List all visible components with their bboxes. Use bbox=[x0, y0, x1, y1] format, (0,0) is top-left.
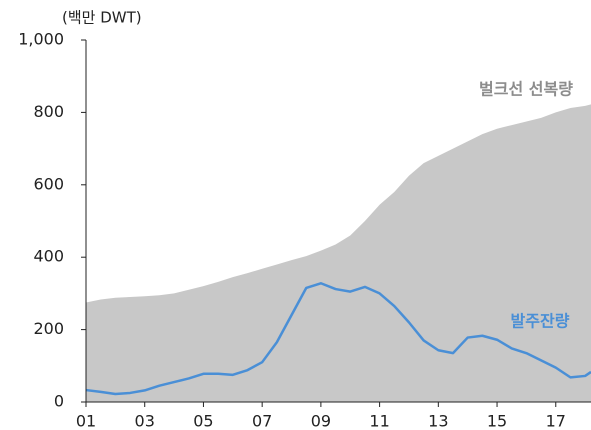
y-tick-label: 0 bbox=[54, 392, 64, 411]
y-unit-label: (백만 DWT) bbox=[62, 9, 142, 27]
y-tick-label: 400 bbox=[33, 247, 64, 266]
y-tick-label: 1,000 bbox=[18, 30, 64, 49]
y-tick-label: 200 bbox=[33, 319, 64, 338]
area bbox=[86, 104, 591, 402]
y-tick-label: 800 bbox=[33, 102, 64, 121]
x-tick-label: 07 bbox=[252, 412, 272, 430]
y-tick-label: 600 bbox=[33, 174, 64, 193]
x-tick-label: 01 bbox=[76, 412, 96, 430]
x-tick-label: 09 bbox=[311, 412, 331, 430]
series-annotation: 발주잔량 bbox=[511, 312, 570, 331]
x-tick-label: 05 bbox=[193, 412, 213, 430]
x-tick-label: 15 bbox=[487, 412, 507, 430]
x-tick-label: 11 bbox=[369, 412, 389, 430]
x-tick-label: 13 bbox=[428, 412, 448, 430]
series-annotation: 벌크선 선복량 bbox=[479, 80, 573, 99]
x-tick-label: 03 bbox=[135, 412, 155, 430]
line bbox=[85, 282, 591, 396]
x-tick-label: 17 bbox=[546, 412, 566, 430]
